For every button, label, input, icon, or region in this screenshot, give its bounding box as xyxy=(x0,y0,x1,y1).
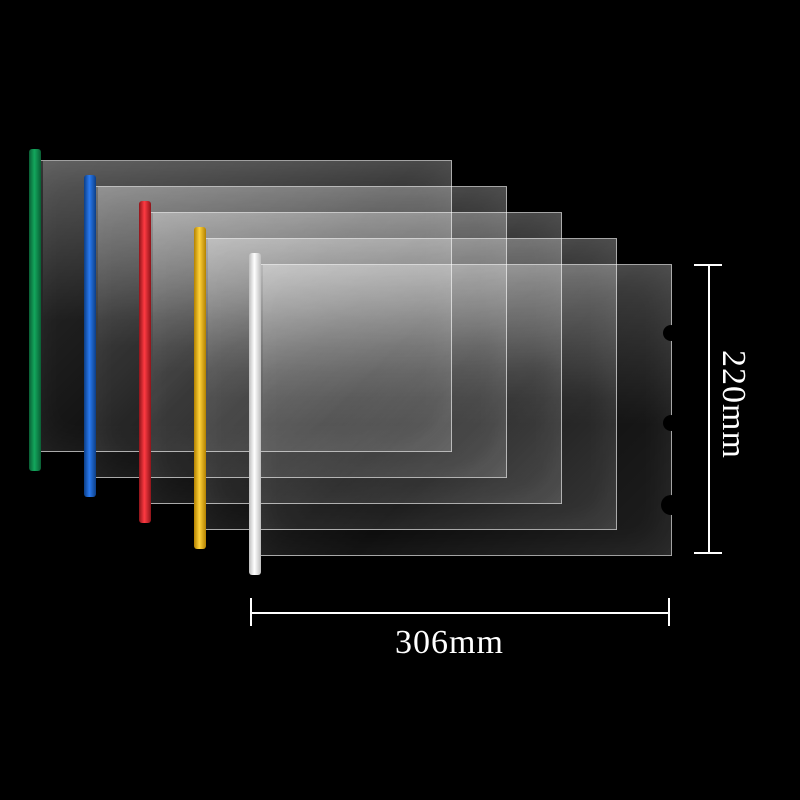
gloss-highlight xyxy=(263,265,671,425)
dimension-tick xyxy=(694,552,722,554)
dimension-tick xyxy=(250,598,252,626)
folder-white xyxy=(250,264,672,556)
dimension-label-height: 220mm xyxy=(714,350,752,459)
dimension-label-width: 306mm xyxy=(395,624,504,662)
dimension-line-width xyxy=(250,612,670,614)
spine-blue xyxy=(84,175,96,497)
spine-yellow xyxy=(194,227,206,549)
thumb-notch xyxy=(663,415,679,431)
dimension-tick xyxy=(668,598,670,626)
spine-red xyxy=(139,201,151,523)
thumb-notch xyxy=(661,495,681,515)
spine-green xyxy=(29,149,41,471)
dimension-line-height xyxy=(708,264,710,554)
product-dimension-graphic: 306mm 220mm xyxy=(0,0,800,800)
dimension-tick xyxy=(694,264,722,266)
thumb-notch xyxy=(663,325,679,341)
spine-white xyxy=(249,253,261,575)
